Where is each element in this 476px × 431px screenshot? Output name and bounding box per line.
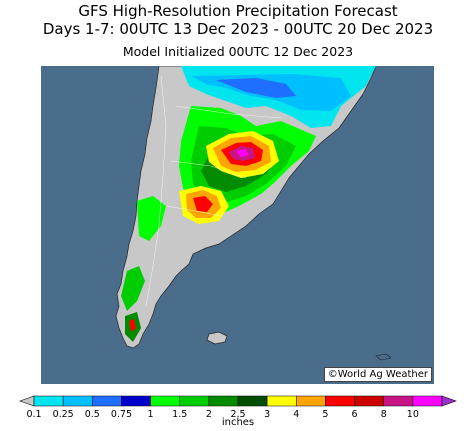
legend-swatch: [412, 395, 443, 407]
precipitation-map: [41, 66, 434, 384]
legend-units: inches: [221, 417, 255, 428]
legend-under-arrow: [19, 395, 35, 407]
legend-tick-label: 0.75: [111, 409, 132, 420]
legend-tick-label: 5: [322, 409, 328, 420]
legend-swatch: [383, 395, 414, 407]
legend-swatch: [266, 395, 297, 407]
legend-over-arrow: [441, 395, 457, 407]
legend-swatch: [354, 395, 384, 407]
legend-tick-label: 2.5: [230, 409, 245, 420]
legend-swatch: [62, 395, 93, 407]
legend-swatch: [325, 395, 355, 407]
map-title: GFS High-Resolution Precipitation Foreca…: [78, 2, 398, 20]
legend-swatch: [92, 395, 122, 407]
legend-tick-label: 0.1: [26, 409, 41, 420]
south-georgia: [375, 353, 392, 361]
legend-tick-label: 10: [407, 409, 419, 420]
legend-swatch: [237, 395, 268, 407]
legend-swatch: [121, 395, 151, 407]
legend-tick-label: 2: [206, 409, 212, 420]
forecast-period: Days 1-7: 00UTC 13 Dec 2023 - 00UTC 20 D…: [42, 20, 434, 38]
boundary-lines: [145, 75, 282, 307]
legend-swatch: [33, 395, 64, 407]
falkland-islands: [206, 331, 228, 345]
model-init-time: Model Initialized 00UTC 12 Dec 2023: [122, 44, 354, 59]
map-credit: ©World Ag Weather: [323, 367, 432, 382]
legend-swatch: [150, 395, 180, 407]
precip-legend: 0.1 0.25 0.5 0.75 1 1.5 2 2.5 3 4 5 6 8 10: [19, 395, 457, 420]
legend-tick-label: 6: [352, 409, 358, 420]
legend-tick-label: 8: [381, 409, 387, 420]
legend-swatch: [296, 395, 326, 407]
legend-tick-label: 4: [293, 409, 299, 420]
legend-tick-label: 1: [148, 409, 154, 420]
legend-tick-label: 0.25: [53, 409, 74, 420]
legend-tick-label: 3: [264, 409, 270, 420]
legend-tick-label: 1.5: [172, 409, 187, 420]
legend-swatch: [179, 395, 210, 407]
legend-swatch: [208, 395, 239, 407]
precip-overlay: [121, 66, 376, 342]
legend-tick-label: 0.5: [85, 409, 100, 420]
